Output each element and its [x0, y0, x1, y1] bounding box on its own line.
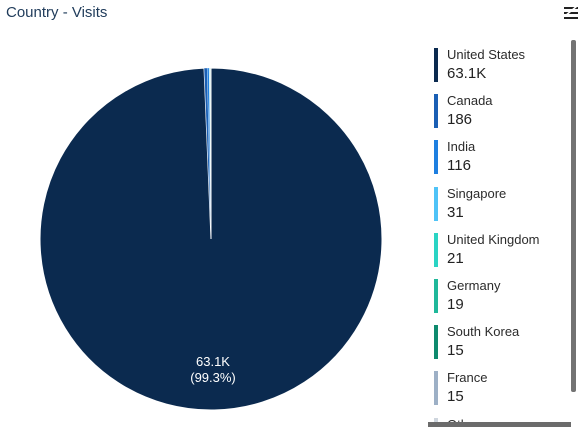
legend-label: India — [447, 139, 476, 155]
legend-label: Other — [447, 417, 480, 427]
legend-swatch — [434, 94, 438, 129]
legend-horizontal-scrollbar[interactable] — [428, 422, 571, 427]
legend-label: France — [447, 370, 488, 386]
hamburger-menu-icon[interactable] — [563, 5, 579, 21]
legend-item-france[interactable]: France 15 — [428, 363, 570, 409]
legend-item-germany[interactable]: Germany 19 — [428, 271, 570, 317]
legend-label: South Korea — [447, 324, 520, 340]
legend-swatch — [434, 417, 438, 426]
legend-item-singapore[interactable]: Singapore 31 — [428, 179, 570, 225]
chart-title: Country - Visits — [6, 4, 108, 21]
legend-swatch — [434, 186, 438, 221]
legend-vertical-scrollbar[interactable] — [571, 40, 576, 392]
legend-label: United States — [447, 47, 526, 62]
legend-item-united-kingdom[interactable]: United Kingdom 21 — [428, 225, 570, 271]
legend-swatch — [434, 232, 438, 267]
legend-swatch — [434, 48, 438, 82]
legend-item-india[interactable]: India 116 — [428, 132, 570, 178]
slice-percent-label: (99.3%) — [190, 370, 236, 385]
legend-item-south-korea[interactable]: South Korea 15 — [428, 317, 570, 363]
legend-value: 15 — [447, 342, 464, 360]
legend-swatch — [434, 278, 438, 313]
legend-item-united-states[interactable]: United States 63.1K — [428, 40, 570, 86]
legend-value: 19 — [447, 295, 464, 313]
legend-label: Germany — [447, 277, 501, 293]
legend-value: 186 — [447, 111, 473, 129]
legend-value: 21 — [447, 249, 464, 267]
legend-label: Canada — [447, 93, 493, 109]
legend-item-canada[interactable]: Canada 186 — [428, 86, 570, 132]
legend-swatch — [434, 140, 438, 175]
legend-value: 63.1K — [447, 65, 487, 82]
legend-swatch — [434, 325, 438, 360]
legend-value: 31 — [447, 203, 464, 221]
slice-data-label: 63.1K (99.3%) — [163, 354, 263, 386]
legend-item-other[interactable]: Other — [428, 410, 570, 427]
legend-swatch — [434, 371, 438, 406]
legend-value: 116 — [447, 157, 471, 175]
legend-label: Singapore — [447, 185, 507, 201]
legend-value: 15 — [447, 388, 464, 406]
legend-label: United Kingdom — [447, 231, 540, 247]
slice-value-label: 63.1K — [196, 354, 230, 369]
chart-legend: United States 63.1K Canada 186 India 116 Singa… — [428, 40, 570, 426]
